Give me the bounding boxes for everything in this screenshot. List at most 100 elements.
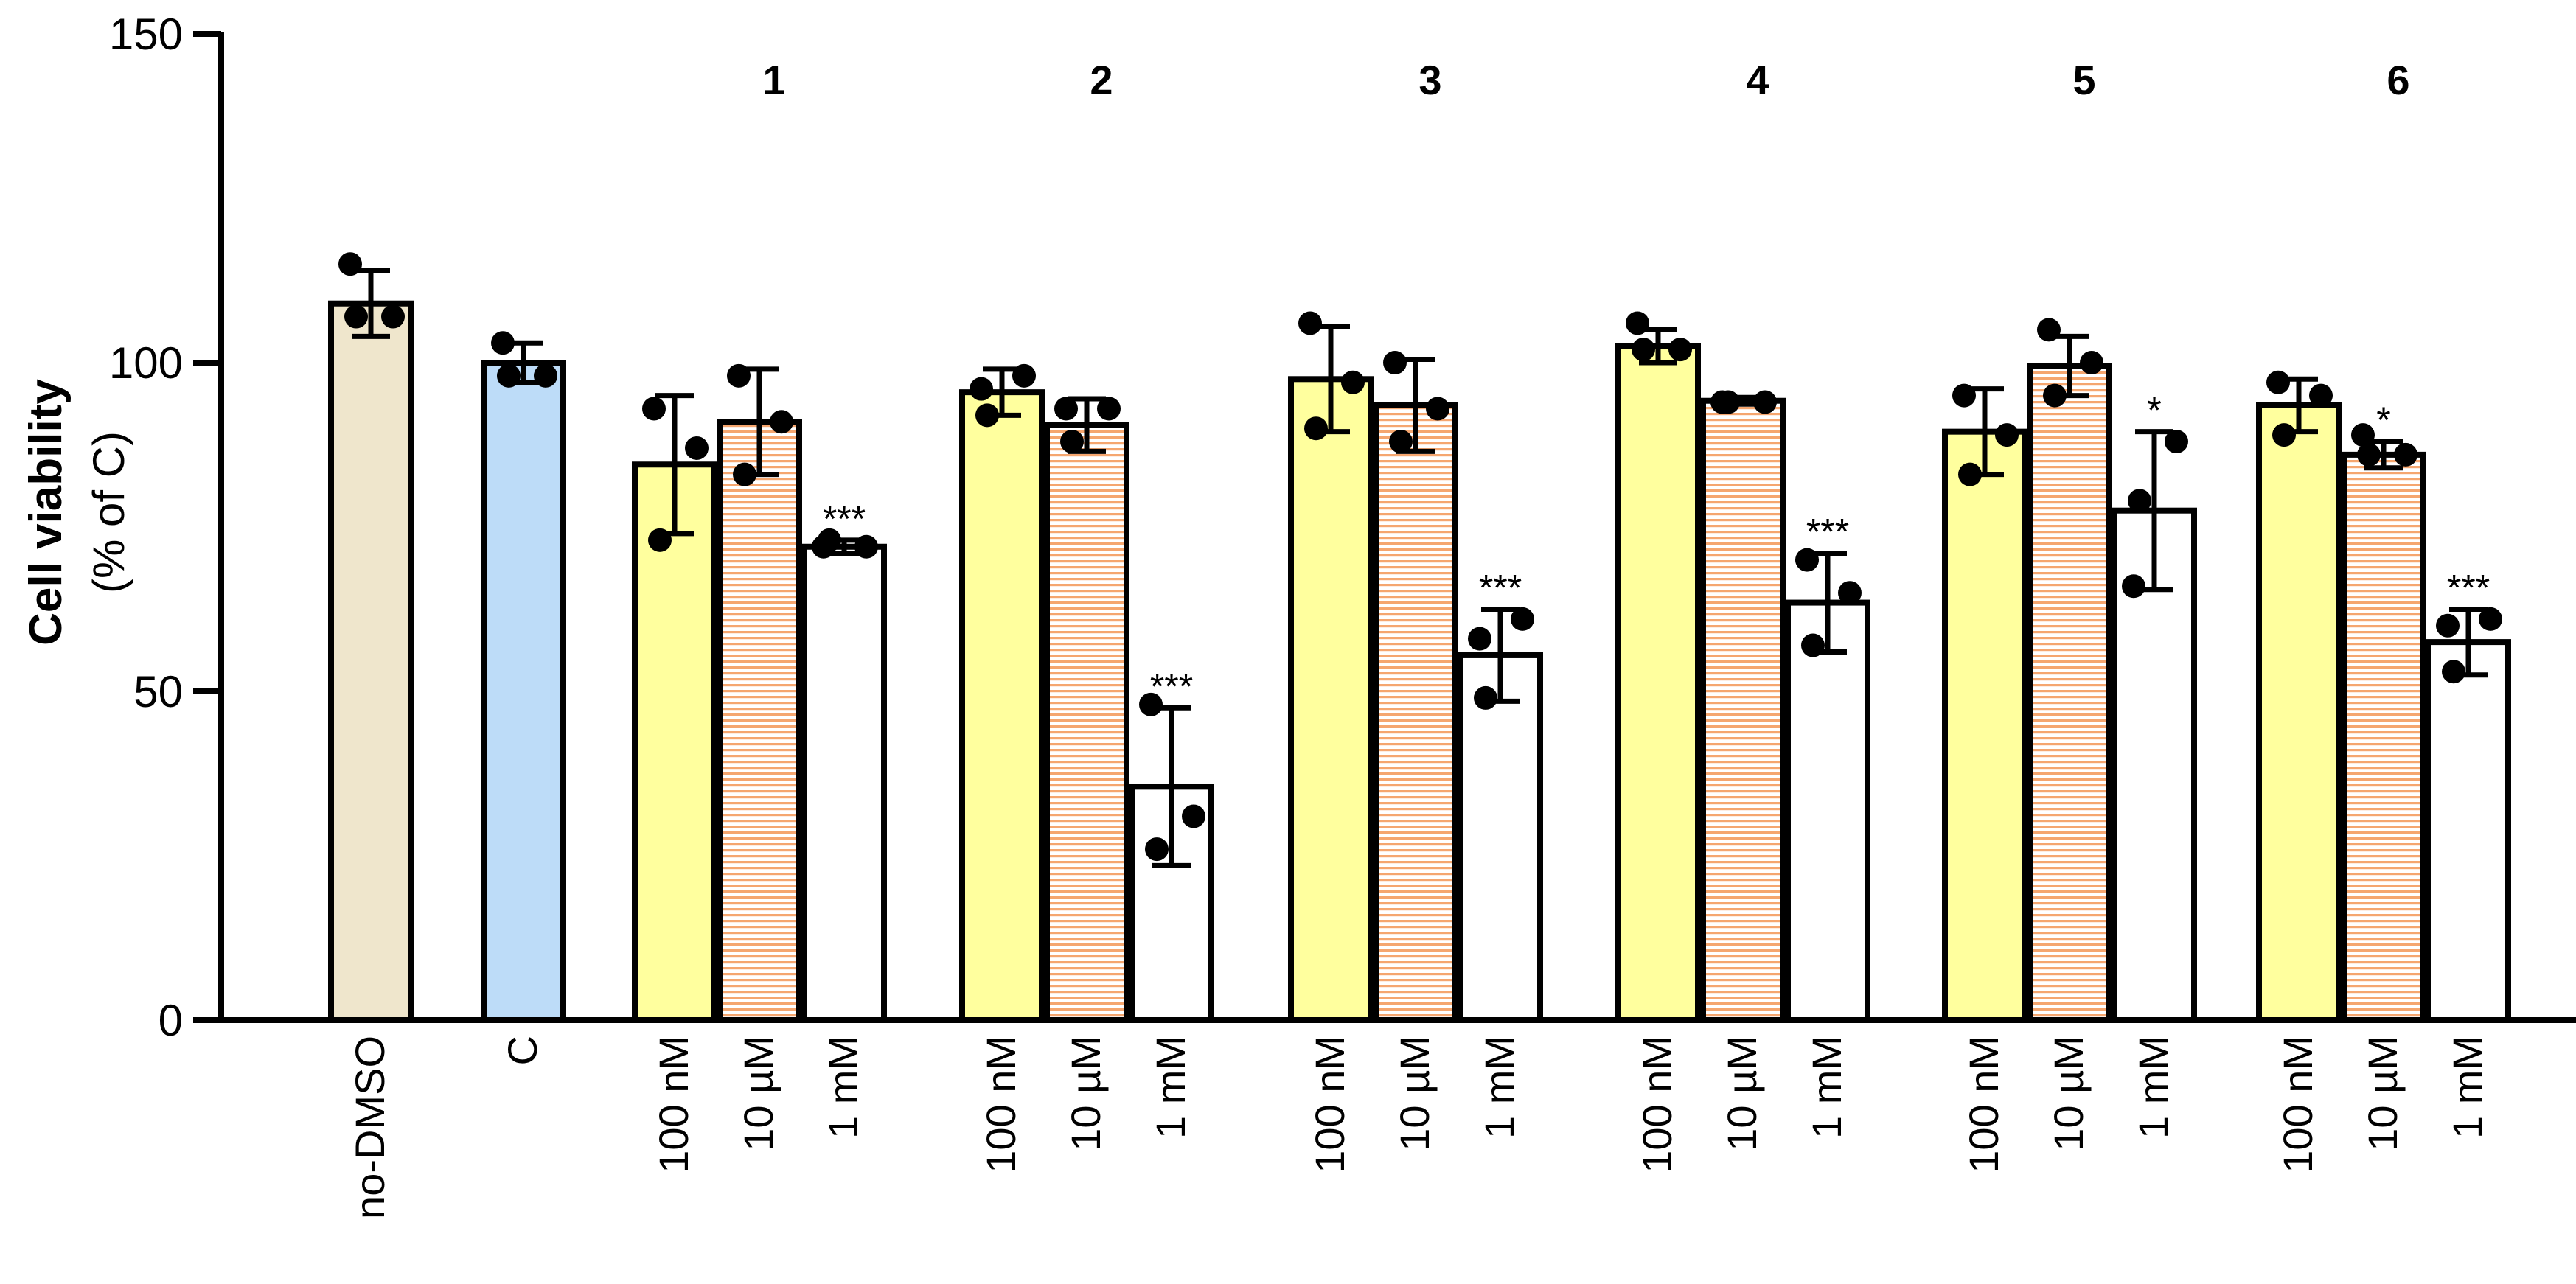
bar-C xyxy=(481,360,566,1023)
data-point xyxy=(1298,311,1322,335)
data-point xyxy=(2309,383,2333,408)
y-axis-label: Cell viability xyxy=(21,379,72,646)
significance-mark: *** xyxy=(1150,666,1193,707)
x-tick-label: 1 mM xyxy=(1147,1036,1194,1139)
data-point xyxy=(1632,338,1655,362)
bar-cmpd4-10-µM xyxy=(1700,397,1786,1023)
x-tick-label: 10 µM xyxy=(2045,1036,2092,1151)
data-point xyxy=(344,304,368,329)
data-point xyxy=(491,331,515,355)
x-tick-label: 10 µM xyxy=(1062,1036,1109,1151)
data-point xyxy=(1838,581,1862,605)
data-point xyxy=(381,304,405,329)
data-point xyxy=(1795,548,1819,572)
bar-cmpd4-1-mM xyxy=(1785,599,1870,1023)
data-point xyxy=(970,377,993,401)
x-tick-label: 100 nM xyxy=(1634,1036,1680,1173)
points-layer xyxy=(338,252,2502,868)
data-point xyxy=(1054,397,1078,421)
data-point xyxy=(1668,338,1692,362)
group-label: 2 xyxy=(1090,57,1113,103)
data-point xyxy=(854,534,878,559)
data-point xyxy=(685,436,709,460)
data-point xyxy=(975,403,999,428)
data-point xyxy=(1626,311,1649,335)
data-point xyxy=(1060,430,1084,454)
bar-cmpd1-1-mM xyxy=(801,543,887,1023)
bar-cmpd5-100-nM xyxy=(1942,428,2027,1023)
data-point xyxy=(338,252,362,276)
bar-cmpd1-100-nM xyxy=(632,461,717,1023)
data-point xyxy=(1341,370,1365,394)
bar-cmpd6-1-mM xyxy=(2426,639,2511,1023)
y-tick-label: 150 xyxy=(109,10,183,59)
group-label: 1 xyxy=(762,57,785,103)
group-label: 3 xyxy=(1418,57,1441,103)
data-point xyxy=(2080,351,2103,374)
data-point xyxy=(1012,363,1036,388)
group-labels: 1 2 3 4 5 6 xyxy=(762,57,2409,103)
data-point xyxy=(2122,574,2145,599)
data-point xyxy=(1474,685,1497,710)
x-tick-label: 100 nM xyxy=(2274,1036,2321,1173)
bar-cmpd2-10-µM xyxy=(1044,422,1129,1023)
significance-mark: *** xyxy=(1479,568,1522,609)
x-tick-label: 100 nM xyxy=(1960,1036,2007,1173)
bar-cmpd6-10-µM xyxy=(2341,451,2426,1023)
significance-mark: * xyxy=(2147,390,2161,431)
data-point xyxy=(642,397,666,421)
data-point xyxy=(648,528,672,552)
data-point xyxy=(2442,660,2465,684)
significance-mark: *** xyxy=(823,498,866,540)
data-point xyxy=(727,363,751,388)
x-tick-label: 1 mM xyxy=(1803,1036,1850,1139)
data-point xyxy=(2165,430,2188,454)
x-tick-label: C xyxy=(499,1036,546,1065)
data-point xyxy=(1995,423,2019,447)
data-point xyxy=(1145,837,1169,862)
x-tick-label: 1 mM xyxy=(2130,1036,2176,1139)
data-point xyxy=(1304,416,1328,441)
data-point xyxy=(497,363,521,388)
data-point xyxy=(1389,430,1413,454)
significance-mark: *** xyxy=(2447,568,2490,609)
data-point xyxy=(1511,607,1534,631)
data-point xyxy=(2394,442,2417,467)
bar-cmpd3-1-mM xyxy=(1458,652,1543,1023)
bar-no-DMSO xyxy=(328,300,414,1024)
y-tick-label: 0 xyxy=(159,996,183,1045)
bar-cmpd6-100-nM xyxy=(2256,402,2342,1023)
bar-cmpd5-10-µM xyxy=(2027,363,2112,1023)
data-point xyxy=(2351,423,2375,447)
significance-mark: *** xyxy=(1806,512,1849,553)
bar-cmpd3-10-µM xyxy=(1373,402,1458,1023)
y-axis xyxy=(218,32,2576,1023)
y-tick-label: 50 xyxy=(133,667,183,716)
significance-mark: * xyxy=(2376,399,2390,441)
data-point xyxy=(1958,462,1982,486)
data-point xyxy=(770,410,793,434)
group-label: 6 xyxy=(2387,57,2409,103)
data-point xyxy=(2043,383,2067,408)
data-point xyxy=(2037,318,2061,342)
x-tick-label: 10 µM xyxy=(735,1036,781,1151)
data-point xyxy=(2272,423,2296,447)
x-tick-label: 100 nM xyxy=(978,1036,1024,1173)
bar-cmpd1-10-µM xyxy=(717,419,802,1023)
data-point xyxy=(1468,627,1491,651)
data-point xyxy=(534,363,557,388)
data-point xyxy=(1383,351,1407,374)
x-tick-labels: no-DMSO C 100 nM 10 µM 1 mM 100 nM 10 µM 1 mM 10… xyxy=(347,1036,2490,1219)
data-point xyxy=(818,528,841,552)
x-tick-label: no-DMSO xyxy=(347,1036,393,1219)
x-tick-label: 100 nM xyxy=(650,1036,697,1173)
data-point xyxy=(2357,442,2381,467)
data-point xyxy=(1182,804,1205,828)
data-point xyxy=(1952,383,1976,408)
y-axis-sublabel: (% of C) xyxy=(84,431,133,593)
data-point xyxy=(1716,390,1740,414)
x-tick-label: 10 µM xyxy=(1391,1036,1438,1151)
group-label: 4 xyxy=(1746,57,1769,103)
data-point xyxy=(2128,489,2151,513)
